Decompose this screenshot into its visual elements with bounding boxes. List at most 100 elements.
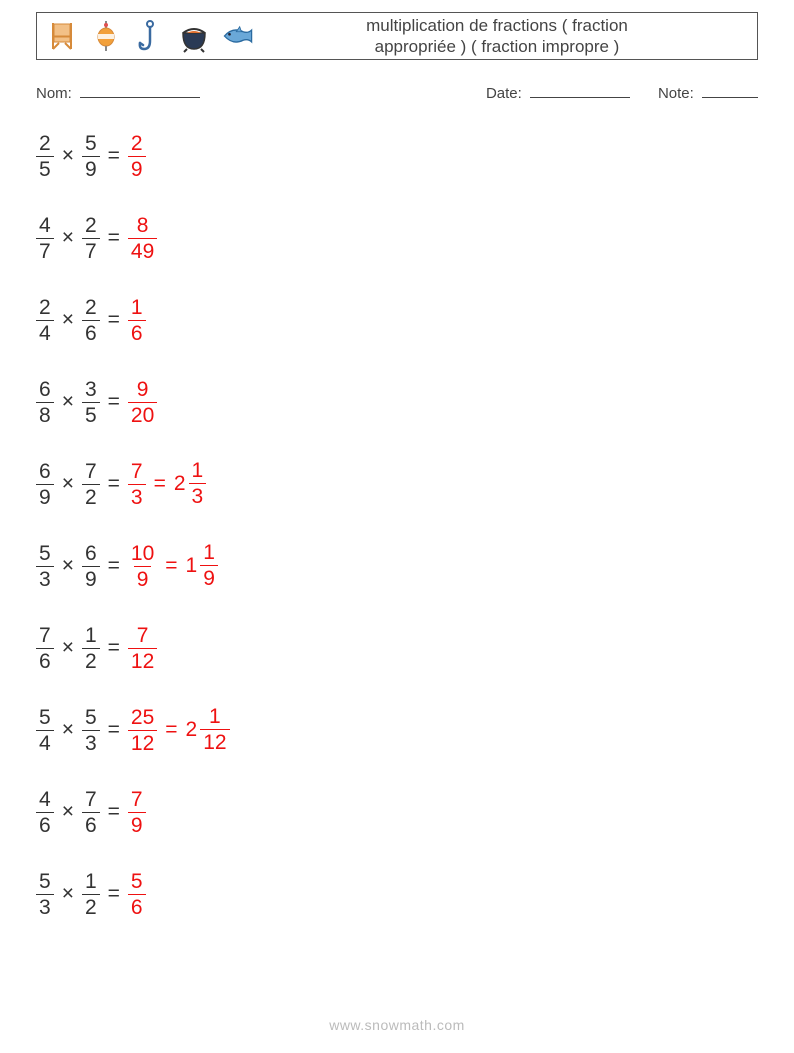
denominator: 2 [82,894,100,918]
denominator: 9 [134,566,152,590]
numerator: 5 [82,133,100,156]
answer: 920 [128,379,157,426]
numerator: 25 [128,707,157,730]
numerator: 1 [200,542,218,565]
denominator: 9 [82,566,100,590]
fraction: 72 [82,461,100,508]
denominator: 3 [189,483,207,507]
equals-operator: = [165,554,177,577]
denominator: 20 [128,402,157,426]
fraction: 920 [128,379,157,426]
answer: 73=213 [128,460,206,507]
title-line-2: appropriée ) ( fraction impropre ) [375,37,620,56]
answer: 56 [128,871,146,918]
problem-row: 53×69=109=119 [36,540,758,592]
equals-operator: = [108,226,120,250]
answer: 79 [128,789,146,836]
date-field: Date: [486,84,630,102]
times-operator: × [62,636,74,660]
fraction: 109 [128,543,157,590]
denominator: 6 [82,812,100,836]
denominator: 12 [128,648,157,672]
denominator: 3 [82,730,100,754]
fraction: 54 [36,707,54,754]
date-label: Date: [486,85,522,102]
denominator: 49 [128,238,157,262]
fraction: 53 [82,707,100,754]
fraction: 19 [200,542,218,589]
denominator: 12 [200,729,229,753]
denominator: 9 [128,156,146,180]
fraction: 712 [128,625,157,672]
title-line-1: multiplication de fractions ( fraction [366,16,628,35]
denominator: 7 [36,238,54,262]
fraction: 73 [128,461,146,508]
problem-row: 47×27=849 [36,212,758,264]
numerator: 2 [36,133,54,156]
fraction: 2512 [128,707,157,754]
name-blank[interactable] [80,84,200,98]
mixed-number: 2112 [186,706,230,753]
fraction: 69 [82,543,100,590]
fraction: 27 [82,215,100,262]
denominator: 12 [128,730,157,754]
name-field: Nom: [36,84,486,102]
numerator: 8 [134,215,152,238]
denominator: 6 [128,320,146,344]
equals-operator: = [108,718,120,742]
denominator: 5 [82,402,100,426]
numerator: 2 [128,133,146,156]
denominator: 7 [82,238,100,262]
fraction: 35 [82,379,100,426]
numerator: 5 [82,707,100,730]
numerator: 6 [36,461,54,484]
numerator: 4 [36,215,54,238]
denominator: 8 [36,402,54,426]
denominator: 2 [82,648,100,672]
fraction: 16 [128,297,146,344]
header-icons [45,19,255,53]
fraction: 46 [36,789,54,836]
chair-icon [45,19,79,53]
hook-icon [133,19,167,53]
denominator: 4 [36,730,54,754]
denominator: 2 [82,484,100,508]
fraction: 79 [128,789,146,836]
numerator: 7 [36,625,54,648]
denominator: 6 [36,812,54,836]
numerator: 3 [82,379,100,402]
equals-operator: = [154,472,166,495]
worksheet-page: multiplication de fractions ( fraction a… [0,0,794,1053]
bobber-icon [89,19,123,53]
numerator: 5 [36,871,54,894]
note-field: Note: [658,84,758,102]
times-operator: × [62,472,74,496]
denominator: 9 [36,484,54,508]
numerator: 5 [36,543,54,566]
meta-row: Nom: Date: Note: [36,84,758,102]
problem-row: 76×12=712 [36,622,758,674]
numerator: 9 [134,379,152,402]
denominator: 9 [200,565,218,589]
footer-url: www.snowmath.com [0,1017,794,1033]
denominator: 9 [82,156,100,180]
fraction: 47 [36,215,54,262]
denominator: 6 [36,648,54,672]
equals-operator: = [165,718,177,741]
numerator: 1 [206,706,224,729]
note-label: Note: [658,85,694,102]
fraction: 53 [36,871,54,918]
fraction: 112 [200,706,229,753]
answer: 16 [128,297,146,344]
date-blank[interactable] [530,84,630,98]
times-operator: × [62,226,74,250]
numerator: 6 [82,543,100,566]
numerator: 1 [82,625,100,648]
denominator: 9 [128,812,146,836]
problem-row: 68×35=920 [36,376,758,428]
note-blank[interactable] [702,84,758,98]
numerator: 10 [128,543,157,566]
fraction: 68 [36,379,54,426]
problem-row: 25×59=29 [36,130,758,182]
problem-row: 46×76=79 [36,786,758,838]
